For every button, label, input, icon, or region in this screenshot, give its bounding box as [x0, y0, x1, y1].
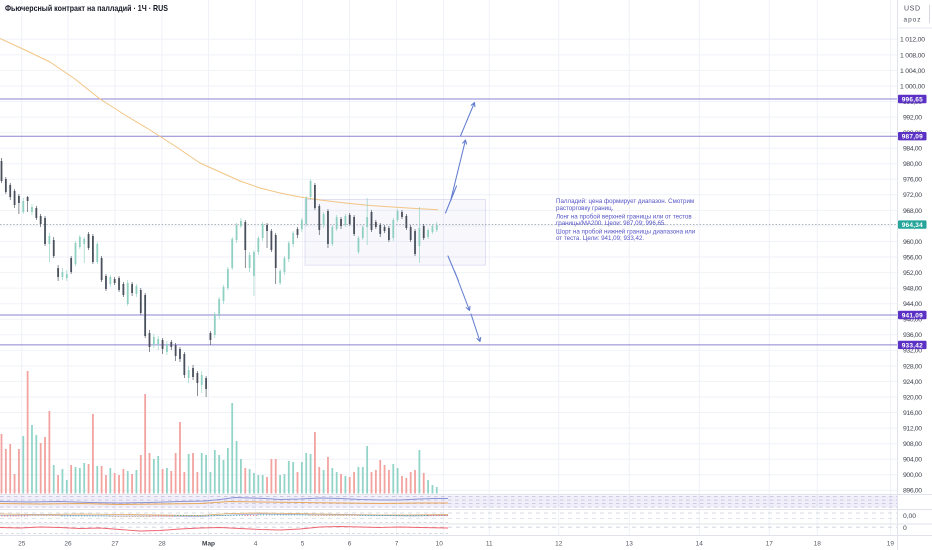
svg-text:6: 6 — [348, 540, 352, 547]
svg-text:границы/МА200. Цели: 987,09; 9: границы/МА200. Цели: 987,09; 996,65. — [556, 220, 666, 227]
svg-text:4: 4 — [254, 540, 258, 547]
svg-text:916,00: 916,00 — [903, 410, 922, 417]
svg-text:987,09: 987,09 — [902, 134, 923, 141]
svg-text:Лонг на пробой верхней границы: Лонг на пробой верхней границы или от те… — [556, 213, 692, 220]
svg-text:13: 13 — [626, 540, 634, 547]
svg-text:Мар: Мар — [202, 540, 215, 547]
svg-text:Фьючерсный контракт на паллади: Фьючерсный контракт на палладий · 1Ч · R… — [5, 3, 168, 13]
svg-text:1 004,00: 1 004,00 — [900, 68, 925, 75]
svg-text:956,00: 956,00 — [903, 254, 922, 261]
svg-text:900,00: 900,00 — [903, 472, 922, 479]
svg-text:26: 26 — [64, 540, 72, 547]
svg-text:924,00: 924,00 — [903, 379, 922, 386]
svg-text:USD: USD — [904, 6, 920, 13]
svg-text:28: 28 — [158, 540, 166, 547]
svg-text:0,00: 0,00 — [903, 513, 916, 520]
svg-text:932,00: 932,00 — [903, 348, 922, 355]
svg-text:944,00: 944,00 — [903, 301, 922, 308]
svg-text:расторговку границ.: расторговку границ. — [556, 205, 614, 212]
svg-text:952,00: 952,00 — [903, 270, 922, 277]
svg-text:14: 14 — [696, 540, 704, 547]
svg-text:17: 17 — [766, 540, 774, 547]
svg-text:972,00: 972,00 — [903, 192, 922, 199]
svg-text:964,34: 964,34 — [902, 222, 923, 229]
svg-text:980,00: 980,00 — [903, 161, 922, 168]
svg-text:940,00: 940,00 — [903, 317, 922, 324]
svg-text:от теста. Цели: 941,09; 933,42: от теста. Цели: 941,09; 933,42. — [556, 235, 644, 242]
svg-text:996,65: 996,65 — [902, 96, 923, 103]
svg-text:933,42: 933,42 — [902, 342, 923, 349]
svg-text:920,00: 920,00 — [903, 394, 922, 401]
svg-text:908,00: 908,00 — [903, 441, 922, 448]
svg-text:904,00: 904,00 — [903, 457, 922, 464]
svg-text:928,00: 928,00 — [903, 363, 922, 370]
svg-text:968,00: 968,00 — [903, 208, 922, 215]
svg-text:936,00: 936,00 — [903, 332, 922, 339]
svg-text:912,00: 912,00 — [903, 426, 922, 433]
svg-text:948,00: 948,00 — [903, 286, 922, 293]
svg-text:1 000,00: 1 000,00 — [900, 83, 925, 90]
svg-text:Шорт на пробой нижней границы: Шорт на пробой нижней границы диапазона … — [556, 228, 696, 235]
svg-text:10: 10 — [436, 540, 444, 547]
svg-text:19: 19 — [887, 540, 895, 547]
svg-text:1 008,00: 1 008,00 — [900, 52, 925, 59]
svg-text:apoz: apoz — [904, 17, 921, 24]
svg-text:941,09: 941,09 — [902, 312, 923, 319]
svg-text:12: 12 — [555, 540, 563, 547]
svg-text:984,00: 984,00 — [903, 146, 922, 153]
svg-text:960,00: 960,00 — [903, 239, 922, 246]
svg-text:896,00: 896,00 — [903, 488, 922, 495]
svg-text:7: 7 — [395, 540, 399, 547]
svg-text:Палладий: цена формирует диапа: Палладий: цена формирует диапазон. Смотр… — [556, 198, 694, 205]
svg-text:25: 25 — [18, 540, 26, 547]
svg-text:976,00: 976,00 — [903, 177, 922, 184]
svg-text:18: 18 — [814, 540, 822, 547]
svg-text:5: 5 — [301, 540, 305, 547]
svg-text:27: 27 — [111, 540, 119, 547]
svg-text:0: 0 — [903, 525, 907, 532]
svg-text:992,00: 992,00 — [903, 115, 922, 122]
svg-text:11: 11 — [486, 540, 493, 547]
svg-text:1 012,00: 1 012,00 — [900, 37, 925, 44]
